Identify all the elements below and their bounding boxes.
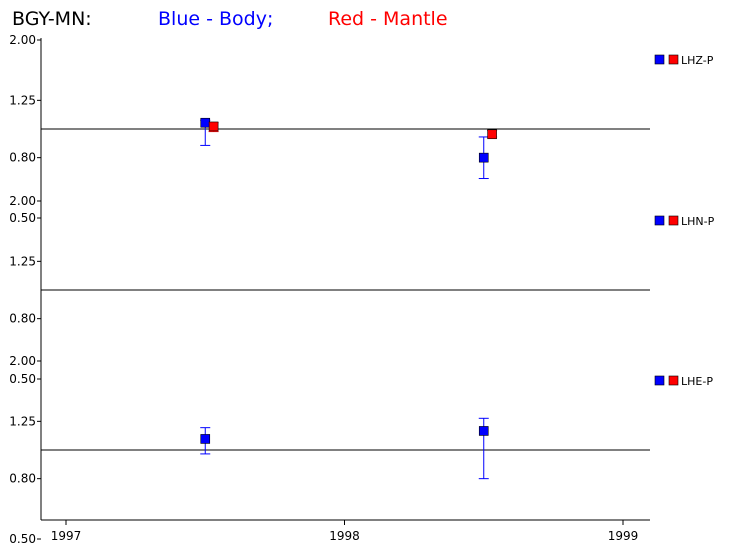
y-tick-label: 0.50: [9, 211, 36, 225]
body-legend-text: Blue - Body;: [158, 8, 273, 30]
mantle-legend-text: Red - Mantle: [328, 8, 448, 30]
y-tick-label: 0.80: [9, 472, 36, 486]
panels: 2.00 1.25 0.80 0.50 LHZ-P 2.00 1.25 0.80 0.50 LHN…: [9, 33, 714, 546]
y-tick-label: 0.50: [9, 372, 36, 386]
y-tick-label: 1.25: [9, 254, 36, 268]
y-tick-label: 1.25: [9, 414, 36, 428]
y-tick-label: 0.50: [9, 532, 36, 546]
data-point-body: [200, 434, 211, 444]
data-point-body: [478, 426, 489, 436]
x-tick-label: 1998: [329, 529, 360, 543]
legend-body-marker: [654, 215, 665, 226]
y-tick-label: 2.00: [9, 194, 36, 208]
y-tick-label: 0.80: [9, 151, 36, 165]
legend-body-marker: [654, 375, 665, 386]
panel-lhe-p: 2.00 1.25 0.80 0.50 LHE-P: [9, 354, 713, 546]
y-tick-label: 1.25: [9, 93, 36, 107]
panel-lhz-p: 2.00 1.25 0.80 0.50 LHZ-P: [9, 33, 713, 225]
panel-lhn-p: 2.00 1.25 0.80 0.50 LHN-P: [9, 194, 714, 386]
legend-mantle-marker: [668, 215, 679, 226]
legend-mantle-marker: [668, 375, 679, 386]
x-axis: 1997 1998 1999: [41, 519, 650, 543]
panel-label: LHN-P: [681, 215, 715, 228]
y-tick-label: 0.80: [9, 312, 36, 326]
panel-label: LHZ-P: [681, 54, 714, 67]
station-label: BGY-MN:: [12, 8, 92, 30]
x-tick-label: 1997: [51, 529, 82, 543]
data-point-mantle: [208, 121, 219, 132]
data-point-body: [478, 152, 489, 163]
data-point-mantle: [487, 129, 497, 140]
panel-label: LHE-P: [681, 375, 713, 388]
data-point-body: [200, 117, 211, 128]
legend-body-marker: [654, 54, 665, 65]
y-tick-label: 2.00: [9, 354, 36, 368]
y-tick-label: 2.00: [9, 33, 36, 47]
chart-title: BGY-MN: Blue - Body; Red - Mantle: [12, 8, 448, 30]
legend-mantle-marker: [668, 54, 679, 65]
x-tick-label: 1999: [608, 529, 639, 543]
